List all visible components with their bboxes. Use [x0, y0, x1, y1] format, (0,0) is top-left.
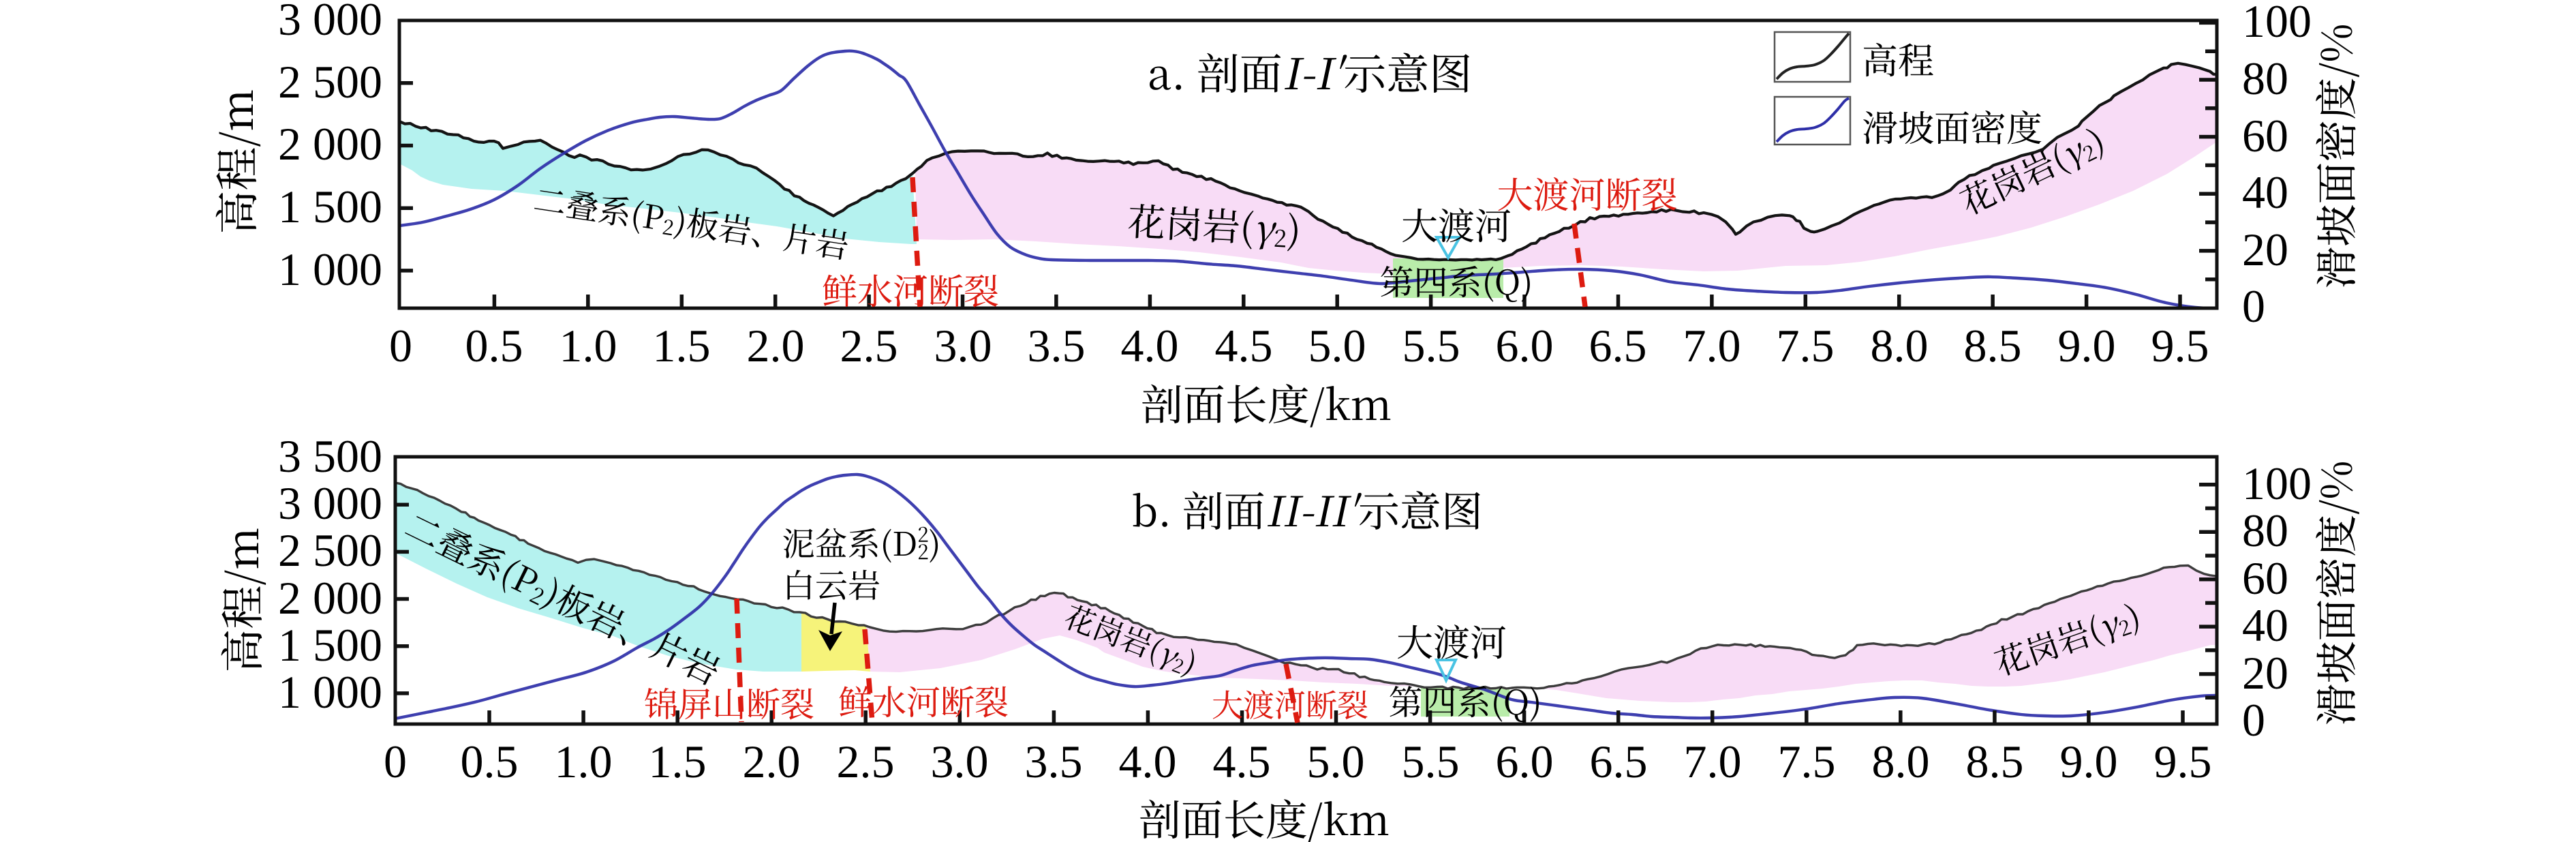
svg-text:2 500: 2 500 — [278, 524, 382, 576]
svg-text:6.0: 6.0 — [1496, 320, 1554, 372]
svg-text:6.0: 6.0 — [1496, 736, 1554, 787]
svg-text:40: 40 — [2242, 166, 2288, 218]
svg-text:9.0: 9.0 — [2060, 736, 2118, 787]
svg-text:60: 60 — [2242, 552, 2288, 604]
svg-text:0.5: 0.5 — [461, 736, 519, 787]
svg-text:80: 80 — [2242, 505, 2288, 556]
svg-text:100: 100 — [2242, 457, 2312, 509]
svg-text:2.0: 2.0 — [743, 736, 801, 787]
svg-text:0: 0 — [2242, 694, 2265, 746]
svg-text:4.0: 4.0 — [1119, 736, 1177, 787]
svg-text:8.5: 8.5 — [1964, 320, 2022, 372]
svg-text:1 000: 1 000 — [278, 666, 382, 718]
svg-text:20: 20 — [2242, 224, 2288, 275]
svg-text:6.5: 6.5 — [1590, 736, 1648, 787]
svg-text:5.5: 5.5 — [1402, 736, 1460, 787]
svg-text:2 000: 2 000 — [278, 572, 382, 624]
svg-text:5.5: 5.5 — [1402, 320, 1460, 372]
svg-text:4.0: 4.0 — [1121, 320, 1179, 372]
svg-text:8.0: 8.0 — [1872, 736, 1930, 787]
svg-text:7.5: 7.5 — [1778, 736, 1836, 787]
svg-text:1 500: 1 500 — [278, 619, 382, 671]
svg-text:5.0: 5.0 — [1308, 320, 1366, 372]
svg-text:1.5: 1.5 — [649, 736, 707, 787]
svg-text:0: 0 — [384, 736, 407, 787]
svg-text:0: 0 — [389, 320, 412, 372]
svg-text:1.5: 1.5 — [653, 320, 711, 372]
svg-text:7.0: 7.0 — [1683, 320, 1741, 372]
svg-text:8.5: 8.5 — [1966, 736, 2024, 787]
svg-text:20: 20 — [2242, 647, 2288, 699]
svg-text:100: 100 — [2242, 0, 2312, 47]
svg-text:3.0: 3.0 — [931, 736, 989, 787]
svg-text:3.5: 3.5 — [1028, 320, 1086, 372]
svg-text:80: 80 — [2242, 52, 2288, 104]
svg-text:1 500: 1 500 — [278, 181, 382, 232]
svg-text:3.0: 3.0 — [934, 320, 992, 372]
svg-text:60: 60 — [2242, 110, 2288, 162]
svg-text:0.5: 0.5 — [465, 320, 523, 372]
svg-text:2.5: 2.5 — [840, 320, 898, 372]
svg-text:4.5: 4.5 — [1215, 320, 1273, 372]
svg-text:40: 40 — [2242, 599, 2288, 651]
svg-text:3 000: 3 000 — [278, 0, 382, 45]
svg-text:8.0: 8.0 — [1871, 320, 1929, 372]
svg-text:9.5: 9.5 — [2151, 320, 2209, 372]
svg-text:2.5: 2.5 — [837, 736, 895, 787]
svg-text:1.0: 1.0 — [559, 320, 617, 372]
svg-text:3.5: 3.5 — [1025, 736, 1083, 787]
svg-text:9.5: 9.5 — [2154, 736, 2212, 787]
svg-text:6.5: 6.5 — [1589, 320, 1647, 372]
svg-text:3 500: 3 500 — [278, 430, 382, 482]
svg-text:5.0: 5.0 — [1307, 736, 1365, 787]
svg-text:0: 0 — [2242, 280, 2265, 332]
svg-text:4.5: 4.5 — [1213, 736, 1271, 787]
svg-text:1.0: 1.0 — [555, 736, 613, 787]
svg-text:2 500: 2 500 — [278, 56, 382, 108]
svg-text:2 000: 2 000 — [278, 118, 382, 170]
svg-text:7.5: 7.5 — [1777, 320, 1835, 372]
svg-text:3 000: 3 000 — [278, 477, 382, 529]
svg-text:9.0: 9.0 — [2058, 320, 2116, 372]
svg-text:2.0: 2.0 — [747, 320, 805, 372]
svg-text:1 000: 1 000 — [278, 243, 382, 295]
svg-text:7.0: 7.0 — [1684, 736, 1742, 787]
